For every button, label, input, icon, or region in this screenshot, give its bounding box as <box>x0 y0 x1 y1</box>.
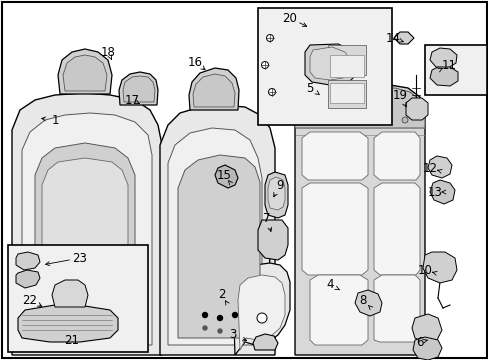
Polygon shape <box>35 303 135 340</box>
Polygon shape <box>373 275 419 342</box>
Circle shape <box>321 115 327 121</box>
Polygon shape <box>373 132 419 180</box>
Polygon shape <box>302 183 367 275</box>
Text: 5: 5 <box>305 81 313 95</box>
Polygon shape <box>429 48 456 68</box>
Text: 6: 6 <box>415 336 423 348</box>
Polygon shape <box>178 155 260 338</box>
Text: 14: 14 <box>385 32 400 45</box>
Circle shape <box>257 313 266 323</box>
Polygon shape <box>422 252 456 283</box>
Circle shape <box>261 62 268 68</box>
Text: 18: 18 <box>101 45 115 59</box>
Polygon shape <box>189 68 239 110</box>
Bar <box>8 245 148 352</box>
Text: 16: 16 <box>187 55 202 68</box>
Polygon shape <box>42 158 128 335</box>
Text: 22: 22 <box>22 293 38 306</box>
Text: 19: 19 <box>392 89 407 102</box>
Polygon shape <box>405 98 427 120</box>
Polygon shape <box>264 172 287 218</box>
Text: 21: 21 <box>64 333 80 346</box>
Polygon shape <box>12 93 162 355</box>
Text: 2: 2 <box>218 288 225 302</box>
Text: 23: 23 <box>72 252 87 265</box>
Polygon shape <box>302 132 367 180</box>
Text: 9: 9 <box>276 179 283 192</box>
Polygon shape <box>18 305 118 342</box>
Text: 3: 3 <box>229 328 236 342</box>
Text: 12: 12 <box>422 162 437 175</box>
Polygon shape <box>238 275 285 350</box>
Text: 17: 17 <box>124 94 139 107</box>
Polygon shape <box>429 67 457 86</box>
Text: 13: 13 <box>427 185 442 198</box>
Circle shape <box>266 35 273 41</box>
Bar <box>258 8 391 125</box>
Text: 7: 7 <box>263 212 270 225</box>
Polygon shape <box>294 88 424 128</box>
Polygon shape <box>258 220 287 260</box>
Polygon shape <box>309 85 334 100</box>
Bar <box>329 55 363 77</box>
Polygon shape <box>52 280 88 307</box>
Circle shape <box>203 326 206 330</box>
Circle shape <box>217 315 222 320</box>
Polygon shape <box>373 183 419 275</box>
Polygon shape <box>305 44 357 85</box>
Text: 10: 10 <box>417 264 431 276</box>
Circle shape <box>361 113 367 119</box>
Polygon shape <box>309 275 367 345</box>
Polygon shape <box>16 252 40 270</box>
Circle shape <box>218 329 222 333</box>
Polygon shape <box>412 337 441 360</box>
Text: 1: 1 <box>51 113 59 126</box>
Circle shape <box>401 117 407 123</box>
Text: 4: 4 <box>325 279 333 292</box>
Circle shape <box>341 113 347 119</box>
Polygon shape <box>168 128 262 345</box>
Polygon shape <box>123 76 155 102</box>
Polygon shape <box>215 165 238 188</box>
Polygon shape <box>22 113 152 345</box>
Circle shape <box>268 89 275 95</box>
Polygon shape <box>393 32 413 44</box>
Bar <box>329 83 363 103</box>
Circle shape <box>232 312 237 318</box>
Polygon shape <box>429 180 454 204</box>
Polygon shape <box>427 156 451 178</box>
Circle shape <box>305 117 310 123</box>
Polygon shape <box>35 143 135 340</box>
Polygon shape <box>252 334 278 350</box>
Polygon shape <box>119 72 158 105</box>
Bar <box>327 80 365 108</box>
Polygon shape <box>267 177 285 210</box>
Circle shape <box>202 312 207 318</box>
Polygon shape <box>58 49 112 94</box>
Polygon shape <box>411 314 441 343</box>
Text: 20: 20 <box>282 12 297 24</box>
Polygon shape <box>63 55 107 91</box>
Polygon shape <box>193 74 235 107</box>
Polygon shape <box>294 85 424 355</box>
Bar <box>327 45 365 75</box>
Polygon shape <box>16 270 40 288</box>
Polygon shape <box>232 263 289 355</box>
Circle shape <box>381 115 387 121</box>
Polygon shape <box>160 105 274 355</box>
Text: 8: 8 <box>359 293 366 306</box>
Bar <box>424 45 486 95</box>
Text: 11: 11 <box>441 59 456 72</box>
Text: 15: 15 <box>216 168 231 181</box>
Polygon shape <box>354 290 381 316</box>
Polygon shape <box>309 47 349 80</box>
